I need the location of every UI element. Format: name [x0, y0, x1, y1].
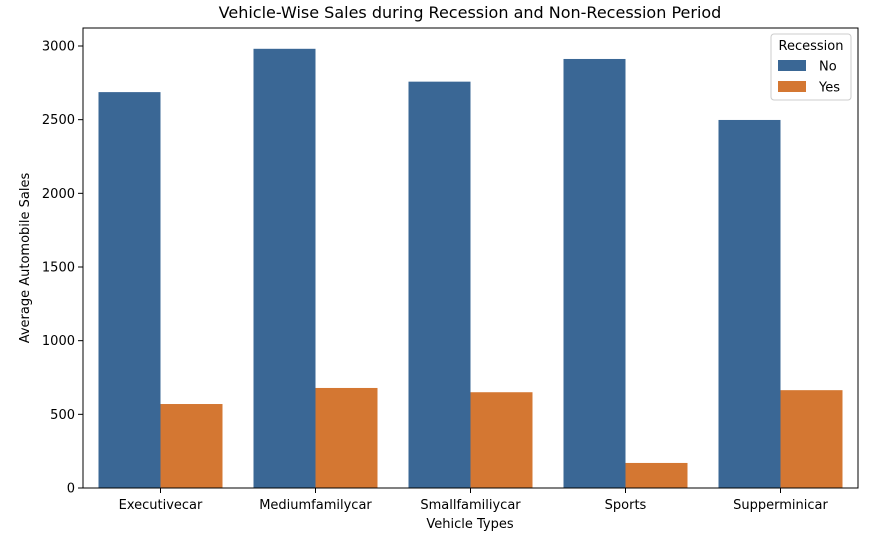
legend-swatch-yes	[778, 81, 806, 92]
bar-yes-executivecar	[160, 404, 223, 488]
bar-yes-smallfamiliycar	[470, 392, 533, 488]
legend: Recession No Yes	[770, 33, 852, 101]
x-tick-label: Executivecar	[119, 498, 203, 513]
bar-no-sports	[563, 58, 626, 488]
legend-label-yes: Yes	[818, 81, 840, 96]
chart-title: Vehicle-Wise Sales during Recession and …	[219, 3, 722, 22]
bar-yes-sports	[625, 462, 688, 488]
x-axis-label: Vehicle Types	[426, 517, 513, 532]
legend-label-no: No	[819, 60, 837, 75]
x-tick-label: Smallfamiliycar	[420, 498, 521, 513]
bar-yes-mediumfamilycar	[315, 387, 378, 488]
x-axis: Executivecar Mediumfamilycar Smallfamiliyc…	[119, 488, 828, 513]
x-tick-label: Sports	[605, 498, 647, 513]
y-tick-label: 500	[50, 408, 75, 423]
y-tick-label: 1000	[42, 334, 75, 349]
bar-no-executivecar	[98, 92, 161, 489]
y-tick-label: 1500	[42, 261, 75, 276]
y-axis: 0 500 1000 1500 2000 2500 3000	[42, 40, 83, 497]
y-tick-label: 3000	[42, 40, 75, 55]
bar-no-smallfamiliycar	[408, 81, 471, 489]
x-tick-label: Mediumfamilycar	[259, 498, 372, 513]
bar-no-supperminicar	[718, 119, 781, 489]
legend-title: Recession	[779, 39, 844, 54]
bars-group	[98, 48, 843, 489]
y-tick-label: 2500	[42, 113, 75, 128]
y-tick-label: 0	[67, 482, 75, 497]
bar-no-mediumfamilycar	[253, 48, 316, 489]
bar-yes-supperminicar	[780, 390, 843, 488]
y-axis-label: Average Automobile Sales	[18, 173, 33, 344]
x-tick-label: Supperminicar	[733, 498, 828, 513]
legend-swatch-no	[778, 60, 806, 71]
y-tick-label: 2000	[42, 187, 75, 202]
legend-items: No Yes	[778, 60, 840, 96]
